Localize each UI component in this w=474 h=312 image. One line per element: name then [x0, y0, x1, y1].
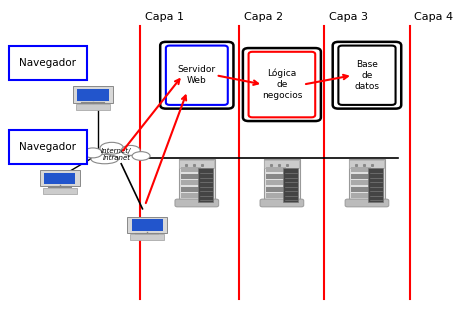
FancyBboxPatch shape [264, 159, 300, 202]
FancyBboxPatch shape [175, 199, 219, 207]
FancyBboxPatch shape [76, 104, 110, 110]
FancyBboxPatch shape [166, 46, 228, 105]
FancyBboxPatch shape [248, 52, 315, 117]
FancyBboxPatch shape [181, 180, 201, 185]
FancyBboxPatch shape [266, 167, 286, 172]
FancyBboxPatch shape [351, 167, 371, 172]
FancyBboxPatch shape [181, 193, 201, 198]
FancyBboxPatch shape [43, 188, 77, 194]
Ellipse shape [121, 145, 140, 155]
Text: Capa 2: Capa 2 [244, 12, 283, 22]
FancyBboxPatch shape [179, 159, 214, 168]
FancyBboxPatch shape [349, 159, 384, 168]
FancyBboxPatch shape [266, 187, 286, 192]
Text: Navegador: Navegador [19, 58, 76, 68]
FancyBboxPatch shape [349, 159, 385, 202]
FancyBboxPatch shape [181, 167, 201, 172]
FancyBboxPatch shape [266, 180, 286, 185]
Text: Capa 1: Capa 1 [145, 12, 184, 22]
FancyBboxPatch shape [264, 159, 300, 168]
Ellipse shape [83, 148, 102, 158]
FancyBboxPatch shape [160, 42, 234, 109]
FancyBboxPatch shape [333, 42, 401, 109]
FancyBboxPatch shape [351, 187, 371, 192]
Text: Lógica
de
negocios: Lógica de negocios [262, 69, 302, 100]
FancyBboxPatch shape [351, 180, 371, 185]
FancyBboxPatch shape [44, 173, 75, 184]
Text: Capa 4: Capa 4 [414, 12, 453, 22]
Text: Internet/
Intranet: Internet/ Intranet [101, 148, 132, 161]
FancyBboxPatch shape [130, 234, 164, 241]
FancyBboxPatch shape [73, 86, 113, 103]
FancyBboxPatch shape [266, 193, 286, 198]
Ellipse shape [100, 142, 124, 154]
FancyBboxPatch shape [9, 129, 87, 164]
FancyBboxPatch shape [198, 168, 213, 202]
Ellipse shape [91, 154, 118, 164]
FancyBboxPatch shape [283, 168, 298, 202]
FancyBboxPatch shape [40, 170, 80, 186]
FancyBboxPatch shape [351, 193, 371, 198]
FancyBboxPatch shape [179, 159, 215, 202]
Ellipse shape [132, 152, 150, 160]
FancyBboxPatch shape [181, 187, 201, 192]
Text: Servidor
Web: Servidor Web [178, 65, 216, 85]
FancyBboxPatch shape [368, 168, 383, 202]
FancyBboxPatch shape [77, 89, 109, 100]
FancyBboxPatch shape [9, 46, 87, 80]
Text: Navegador: Navegador [19, 142, 76, 152]
FancyBboxPatch shape [266, 173, 286, 179]
FancyBboxPatch shape [131, 219, 163, 231]
Text: Capa 3: Capa 3 [329, 12, 368, 22]
FancyBboxPatch shape [351, 173, 371, 179]
FancyBboxPatch shape [338, 46, 396, 105]
FancyBboxPatch shape [260, 199, 304, 207]
FancyBboxPatch shape [128, 217, 167, 233]
Text: Base
de
datos: Base de datos [355, 60, 380, 91]
FancyBboxPatch shape [345, 199, 389, 207]
FancyBboxPatch shape [243, 48, 321, 121]
FancyBboxPatch shape [181, 173, 201, 179]
